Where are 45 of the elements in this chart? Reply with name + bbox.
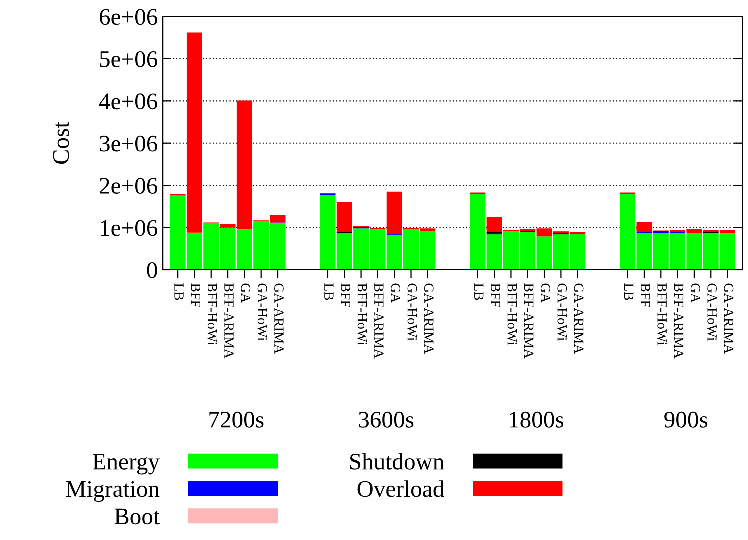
legend-label: Energy — [92, 454, 160, 475]
x-tick-label: BFF-ARIMA — [374, 284, 384, 359]
x-tick-label: GA — [241, 284, 251, 304]
x-tick-label: GA — [391, 284, 400, 304]
x-tick-label: BFF-HoWi — [658, 284, 667, 346]
y-axis-title: Cost — [53, 122, 70, 164]
x-tick-label: BFF-ARIMA — [524, 284, 534, 359]
x-tick-label: BFF — [341, 284, 350, 308]
x-tick-label: GA-HoWi — [558, 284, 568, 341]
x-tick-label: LB — [324, 284, 334, 300]
text: 3600s — [359, 412, 414, 428]
x-tick-label: GA-HoWi — [408, 284, 418, 341]
x-tick-label: BFF — [191, 284, 200, 308]
y-tick-label: 1e+06 — [101, 220, 158, 236]
x-tick-label: BFF-HoWi — [358, 284, 368, 346]
legend-label: Migration — [66, 481, 160, 502]
text: 7200s — [210, 412, 264, 428]
x-tick-label: LB — [474, 284, 484, 300]
x-tick-label: GA-HoWi — [258, 284, 268, 341]
x-tick-label: GA-HoWi — [708, 284, 717, 341]
x-tick-label: BFF-HoWi — [508, 284, 518, 346]
y-tick-label: 5e+06 — [100, 51, 158, 68]
x-tick-label: BFF — [641, 284, 650, 308]
x-tick-label: BFF — [491, 284, 500, 308]
y-tick-label: 0 — [147, 262, 158, 278]
x-tick-label: BFF-HoWi — [208, 284, 218, 346]
x-tick-label: BFF-ARIMA — [224, 284, 234, 359]
x-tick-label: GA — [541, 284, 550, 304]
text: 900s — [664, 412, 708, 428]
x-tick-label: BFF-ARIMA — [674, 284, 684, 359]
legend-label: Shutdown — [350, 453, 444, 470]
x-tick-label: GA-ARIMA — [424, 284, 434, 354]
y-tick-label: 6e+06 — [100, 9, 158, 26]
x-tick-label: GA-ARIMA — [274, 284, 284, 354]
text: 1800s — [510, 412, 564, 428]
legend-label: Boot — [114, 508, 160, 525]
x-tick-label: GA — [690, 284, 700, 304]
y-tick-label: 3e+06 — [100, 136, 158, 152]
x-tick-label: GA-ARIMA — [724, 284, 734, 354]
x-tick-label: LB — [174, 284, 184, 300]
x-tick-label: GA-ARIMA — [574, 284, 584, 354]
legend-label: Overload — [358, 480, 444, 498]
y-tick-label: 2e+06 — [100, 178, 158, 194]
y-tick-label: 4e+06 — [99, 94, 158, 110]
x-tick-label: LB — [624, 284, 634, 300]
